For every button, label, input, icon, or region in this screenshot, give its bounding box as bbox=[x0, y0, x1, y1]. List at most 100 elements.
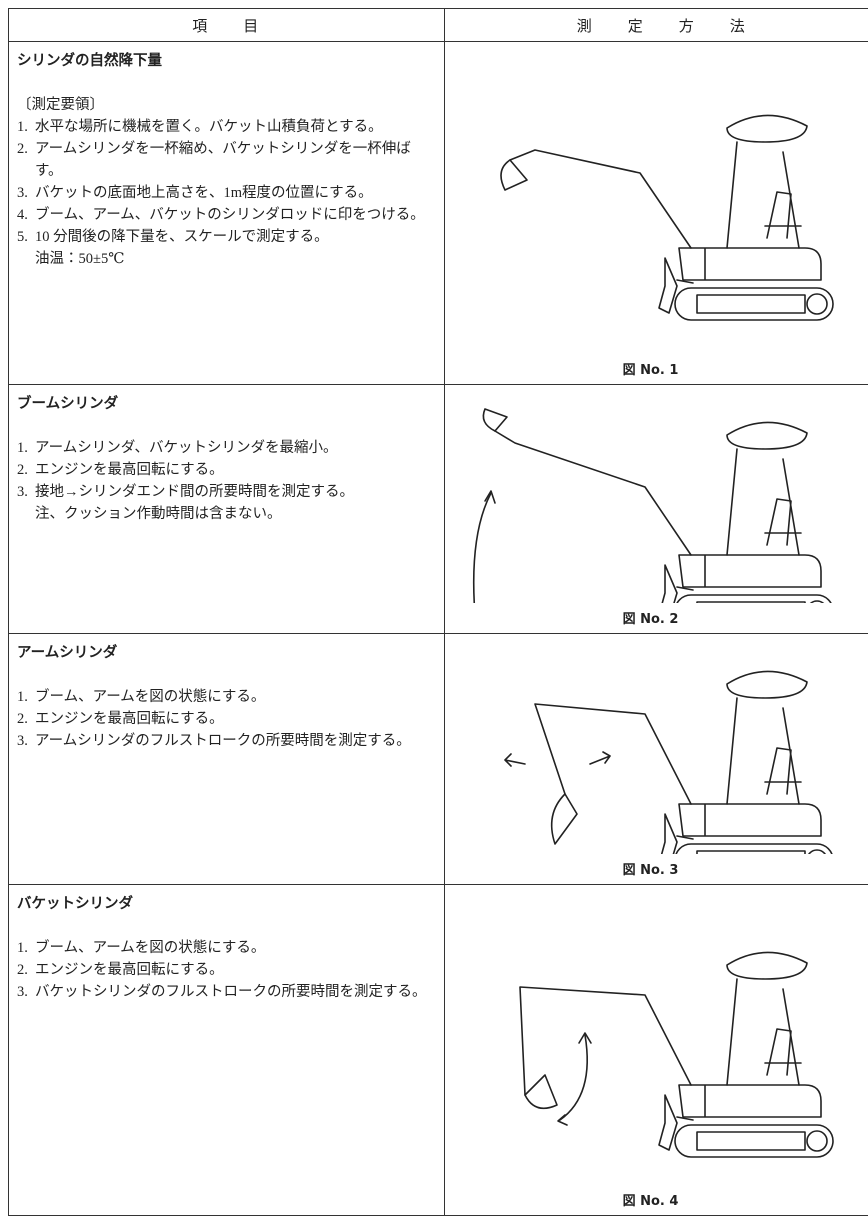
figure-cell: 図 No. 3 bbox=[444, 634, 868, 885]
step-text: アームシリンダを一杯縮め、バケットシリンダを一杯伸ばす。 bbox=[35, 138, 436, 182]
motion-arrow bbox=[560, 1035, 587, 1120]
step-number: 3. bbox=[17, 481, 35, 503]
header-method: 測 定 方 法 bbox=[444, 9, 868, 42]
step: 3.バケットシリンダのフルストロークの所要時間を測定する。 bbox=[17, 981, 436, 1003]
canopy bbox=[727, 115, 807, 248]
blade bbox=[659, 814, 693, 854]
item-cell: シリンダの自然降下量〔測定要領〕1.水平な場所に機械を置く。バケット山積負荷とす… bbox=[9, 42, 445, 385]
figure-caption: 図 No. 3 bbox=[445, 859, 857, 878]
step-text: 接地→シリンダエンド間の所要時間を測定する。 bbox=[35, 481, 354, 503]
step-text: 10 分間後の降下量を、スケールで測定する。 bbox=[35, 226, 329, 248]
step-number: 3. bbox=[17, 182, 35, 204]
figure-cell: 図 No. 4 bbox=[444, 885, 868, 1216]
idler bbox=[807, 850, 827, 854]
upper-body bbox=[679, 555, 821, 587]
bucket bbox=[501, 160, 527, 190]
step-text: エンジンを最高回転にする。 bbox=[35, 959, 224, 981]
step: 3.バケットの底面地上高さを、1m程度の位置にする。 bbox=[17, 182, 436, 204]
step: 1.ブーム、アームを図の状態にする。 bbox=[17, 686, 436, 708]
step: 3.接地→シリンダエンド間の所要時間を測定する。 bbox=[17, 481, 436, 503]
track-inner bbox=[697, 602, 805, 603]
step-number: 4. bbox=[17, 204, 35, 226]
upper-body bbox=[679, 804, 821, 836]
step-number: 5. bbox=[17, 226, 35, 248]
excavator-figure bbox=[465, 395, 845, 603]
idler bbox=[807, 601, 827, 603]
track-inner bbox=[697, 1132, 805, 1150]
excavator-figure bbox=[465, 644, 845, 854]
item-title: ブームシリンダ bbox=[17, 393, 436, 415]
step-text: バケットの底面地上高さを、1m程度の位置にする。 bbox=[35, 182, 373, 204]
step-number: 1. bbox=[17, 686, 35, 708]
figure-caption: 図 No. 4 bbox=[445, 1190, 857, 1209]
figure-cell: 図 No. 2 bbox=[444, 385, 868, 634]
step: 1.ブーム、アームを図の状態にする。 bbox=[17, 937, 436, 959]
item-title: アームシリンダ bbox=[17, 642, 436, 664]
step: 2.アームシリンダを一杯縮め、バケットシリンダを一杯伸ばす。 bbox=[17, 138, 436, 182]
step-number: 3. bbox=[17, 730, 35, 752]
step: 2.エンジンを最高回転にする。 bbox=[17, 959, 436, 981]
motion-arrow bbox=[505, 754, 525, 766]
step: 1.水平な場所に機械を置く。バケット山積負荷とする。 bbox=[17, 116, 436, 138]
track bbox=[675, 1125, 833, 1157]
step: 4.ブーム、アーム、バケットのシリンダロッドに印をつける。 bbox=[17, 204, 436, 226]
boom bbox=[495, 431, 691, 555]
step-text: ブーム、アーム、バケットのシリンダロッドに印をつける。 bbox=[35, 204, 425, 226]
item-cell: バケットシリンダ 1.ブーム、アームを図の状態にする。2.エンジンを最高回転にする… bbox=[9, 885, 445, 1216]
figure-caption: 図 No. 1 bbox=[445, 359, 857, 378]
step: 5.10 分間後の降下量を、スケールで測定する。 bbox=[17, 226, 436, 248]
canopy bbox=[727, 671, 807, 804]
header-row: 項 目 測 定 方 法 bbox=[9, 9, 868, 42]
step-number: 2. bbox=[17, 708, 35, 730]
item-cell: アームシリンダ 1.ブーム、アームを図の状態にする。2.エンジンを最高回転にする。… bbox=[9, 634, 445, 885]
blade bbox=[659, 1095, 693, 1150]
upper-body bbox=[679, 248, 821, 280]
motion-arrow bbox=[473, 493, 490, 603]
step: 2.エンジンを最高回転にする。 bbox=[17, 708, 436, 730]
step-text: エンジンを最高回転にする。 bbox=[35, 708, 224, 730]
step-text: ブーム、アームを図の状態にする。 bbox=[35, 937, 265, 959]
upper-body bbox=[679, 1085, 821, 1117]
step-number: 1. bbox=[17, 937, 35, 959]
step-text: エンジンを最高回転にする。 bbox=[35, 459, 224, 481]
excavator-figure bbox=[465, 88, 845, 390]
blade bbox=[659, 565, 693, 603]
header-item: 項 目 bbox=[9, 9, 445, 42]
item-title: シリンダの自然降下量 bbox=[17, 50, 436, 72]
idler bbox=[807, 1131, 827, 1151]
boom bbox=[535, 704, 691, 804]
item-title: バケットシリンダ bbox=[17, 893, 436, 915]
note: 〔測定要領〕 bbox=[17, 94, 436, 116]
step-number: 1. bbox=[17, 437, 35, 459]
measurement-table: 項 目 測 定 方 法 シリンダの自然降下量〔測定要領〕1.水平な場所に機械を置… bbox=[8, 8, 868, 1216]
step-text: ブーム、アームを図の状態にする。 bbox=[35, 686, 265, 708]
step: 1.アームシリンダ、バケットシリンダを最縮小。 bbox=[17, 437, 436, 459]
track-inner bbox=[697, 295, 805, 313]
step-number: 1. bbox=[17, 116, 35, 138]
bucket bbox=[483, 409, 507, 431]
table-row: シリンダの自然降下量〔測定要領〕1.水平な場所に機械を置く。バケット山積負荷とす… bbox=[9, 42, 868, 385]
table-row: アームシリンダ 1.ブーム、アームを図の状態にする。2.エンジンを最高回転にする。… bbox=[9, 634, 868, 885]
extra-note: 注、クッション作動時間は含まない。 bbox=[17, 503, 436, 525]
figure-cell: 図 No. 1 bbox=[444, 42, 868, 385]
motion-arrow bbox=[590, 752, 610, 764]
track-inner bbox=[697, 851, 805, 854]
boom bbox=[520, 987, 691, 1095]
canopy bbox=[727, 422, 807, 555]
step-text: アームシリンダ、バケットシリンダを最縮小。 bbox=[35, 437, 337, 459]
step: 3.アームシリンダのフルストロークの所要時間を測定する。 bbox=[17, 730, 436, 752]
bucket bbox=[551, 794, 576, 844]
excavator-figure bbox=[465, 925, 845, 1215]
extra-note: 油温：50±5℃ bbox=[17, 248, 436, 270]
canopy bbox=[727, 952, 807, 1085]
idler bbox=[807, 294, 827, 314]
track bbox=[675, 288, 833, 320]
boom bbox=[510, 150, 691, 248]
step-text: 水平な場所に機械を置く。バケット山積負荷とする。 bbox=[35, 116, 383, 138]
step-text: アームシリンダのフルストロークの所要時間を測定する。 bbox=[35, 730, 411, 752]
blade bbox=[659, 258, 693, 313]
bucket bbox=[525, 1075, 557, 1108]
